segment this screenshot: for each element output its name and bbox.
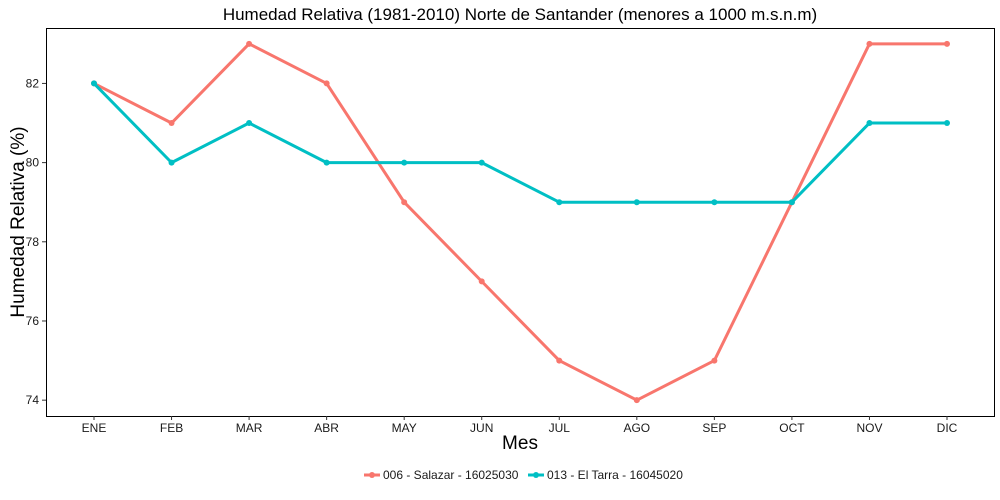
data-point	[866, 120, 873, 127]
data-point	[401, 159, 408, 166]
x-axis: ENE FEB MAR ABR MAY JUN JUL AGO SEP OCT NOV DIC	[82, 416, 958, 435]
data-point	[168, 120, 175, 127]
series-2	[91, 80, 950, 206]
x-tick-label: ENE	[82, 421, 107, 435]
x-tick-label: OCT	[779, 421, 805, 435]
data-point	[478, 159, 485, 166]
x-tick-label: AGO	[623, 421, 650, 435]
x-axis-title: Mes	[502, 433, 538, 454]
y-axis: 74 76 78 80 82	[26, 76, 46, 407]
data-point	[633, 199, 640, 206]
data-point	[788, 199, 795, 206]
data-point	[633, 397, 640, 404]
x-tick-label: DIC	[937, 421, 958, 435]
data-point	[711, 199, 718, 206]
x-tick-label: ABR	[314, 421, 339, 435]
plot-panel	[46, 28, 995, 417]
data-point	[556, 199, 563, 206]
data-point	[556, 357, 563, 364]
y-tick-label: 74	[26, 393, 40, 407]
data-point	[323, 80, 330, 87]
chart-title: Humedad Relativa (1981-2010) Norte de Sa…	[223, 5, 817, 24]
x-tick-label: JUN	[470, 421, 493, 435]
legend-label: 013 - El Tarra - 16045020	[547, 468, 683, 482]
data-point	[711, 357, 718, 364]
y-axis-title: Humedad Relativa (%)	[8, 126, 29, 317]
data-point	[168, 159, 175, 166]
x-tick-label: MAR	[236, 421, 263, 435]
series-1	[91, 40, 950, 404]
series-line	[92, 81, 949, 204]
series-layer	[91, 40, 950, 404]
data-point	[944, 120, 950, 127]
legend-item: 013 - El Tarra - 16045020	[528, 468, 683, 482]
data-point	[866, 40, 873, 47]
legend-key-point	[369, 472, 375, 478]
legend-label: 006 - Salazar - 16025030	[383, 468, 519, 482]
legend-key-point	[533, 472, 539, 478]
x-tick-label: MAY	[392, 421, 417, 435]
legend-item: 006 - Salazar - 16025030	[364, 468, 519, 482]
data-point	[478, 278, 485, 285]
y-tick-label: 76	[26, 314, 40, 328]
y-tick-label: 80	[26, 156, 40, 170]
data-point	[246, 120, 253, 127]
x-tick-label: NOV	[856, 421, 882, 435]
y-tick-label: 82	[26, 76, 40, 90]
series-line	[92, 42, 949, 402]
x-tick-label: FEB	[160, 421, 183, 435]
data-point	[401, 199, 408, 206]
legend: 006 - Salazar - 16025030 013 - El Tarra -…	[364, 468, 683, 482]
x-tick-label: SEP	[702, 421, 726, 435]
data-point	[91, 80, 97, 87]
data-point	[323, 159, 330, 166]
data-point	[246, 40, 253, 47]
x-tick-label: JUL	[549, 421, 571, 435]
y-tick-label: 78	[26, 235, 40, 249]
data-point	[944, 40, 950, 47]
